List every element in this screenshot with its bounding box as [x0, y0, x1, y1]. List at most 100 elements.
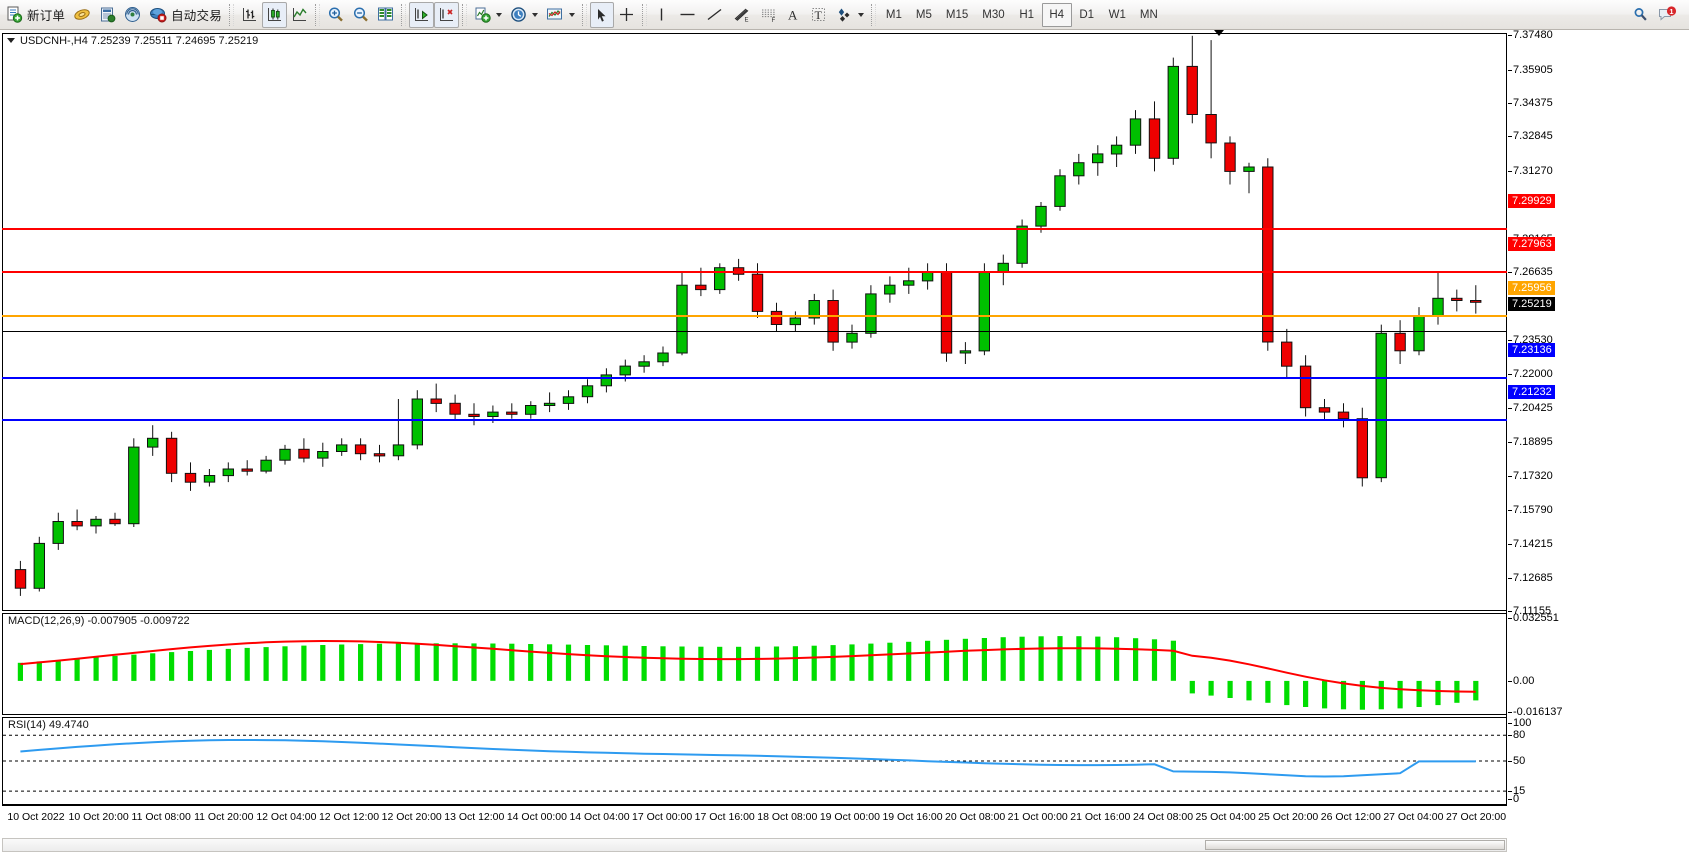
- price-tick: 7.11155: [1507, 605, 1552, 617]
- templates-button[interactable]: [542, 2, 579, 28]
- level-badge-support-2[interactable]: 7.21232: [1508, 384, 1555, 399]
- zoom-out-icon: [352, 6, 369, 23]
- equidistant-channel-button[interactable]: E: [728, 2, 755, 28]
- level-line-midline[interactable]: [2, 315, 1507, 318]
- arrows-button[interactable]: [831, 2, 868, 28]
- candlestick-chart-button[interactable]: [261, 1, 287, 28]
- zoom-in-button[interactable]: [323, 2, 348, 28]
- new-order-button[interactable]: 新订单: [2, 2, 69, 28]
- text-box-button[interactable]: T: [806, 2, 831, 28]
- notifications-button[interactable]: 1: [1653, 2, 1681, 28]
- price-tick: 7.31270: [1508, 164, 1553, 177]
- price-tick: 7.32845: [1508, 130, 1553, 143]
- auto-scroll-button[interactable]: [408, 1, 434, 28]
- templates-icon: [546, 6, 564, 23]
- new-order-icon: [6, 6, 23, 23]
- time-tick: 19 Oct 16:00: [882, 811, 943, 823]
- svg-text:A: A: [788, 8, 798, 23]
- toolbar-separator: [641, 3, 647, 26]
- price-tick: 7.15790: [1508, 503, 1553, 516]
- price-pane-collapse-icon[interactable]: [7, 38, 15, 43]
- level-badge-resistance-2[interactable]: 7.27963: [1508, 237, 1555, 252]
- candlestick-chart-icon: [266, 6, 283, 23]
- crosshair-button[interactable]: [614, 2, 639, 28]
- line-chart-button[interactable]: [287, 2, 312, 28]
- chart-shift-button[interactable]: [433, 1, 459, 28]
- chart-top-marker: [1214, 30, 1224, 36]
- terminal-button[interactable]: [95, 2, 120, 28]
- signals-icon: [124, 6, 141, 23]
- horizontal-line-button[interactable]: [674, 2, 701, 28]
- timeframe-w1[interactable]: W1: [1108, 8, 1126, 21]
- cursor-arrow-button[interactable]: [589, 1, 614, 28]
- tile-windows-button[interactable]: [373, 2, 398, 28]
- bar-chart-icon: [241, 6, 258, 23]
- expert-advisor-button[interactable]: [69, 2, 95, 28]
- timeframe-m30[interactable]: M30: [982, 8, 1005, 21]
- price-tick: 7.20425: [1508, 402, 1553, 415]
- chart-area[interactable]: USDCNH-,H4 7.25239 7.25511 7.24695 7.252…: [0, 29, 1689, 868]
- zoom-out-button[interactable]: [348, 2, 373, 28]
- level-badge-resistance-1[interactable]: 7.29929: [1508, 194, 1555, 209]
- scrollbar-thumb[interactable]: [1205, 840, 1505, 850]
- price-tick: 7.34375: [1508, 96, 1553, 109]
- chevron-down-icon[interactable]: [495, 12, 502, 17]
- indicators-icon: [474, 6, 491, 23]
- horizontal-scrollbar[interactable]: [2, 838, 1507, 852]
- level-badge-support-1[interactable]: 7.23136: [1508, 342, 1555, 357]
- chevron-down-icon[interactable]: [857, 12, 864, 17]
- macd-pane[interactable]: MACD(12,26,9) -0.007905 -0.009722: [2, 613, 1507, 715]
- chevron-down-icon[interactable]: [568, 12, 575, 17]
- vertical-line-button[interactable]: [650, 2, 674, 28]
- price-axis[interactable]: 7.374807.359057.343757.328457.312707.297…: [1507, 29, 1689, 617]
- price-tick: 7.26635: [1508, 266, 1553, 279]
- search-button[interactable]: [1628, 2, 1653, 28]
- trendline-button[interactable]: [701, 2, 728, 28]
- price-tick: 7.37480: [1508, 29, 1553, 41]
- time-tick: 12 Oct 12:00: [318, 811, 380, 823]
- autotrading-button[interactable]: 自动交易: [145, 2, 226, 28]
- indicators-button[interactable]: [470, 2, 506, 28]
- chevron-down-icon[interactable]: [531, 12, 538, 17]
- price-tick: 7.12685: [1508, 571, 1553, 584]
- time-tick: 18 Oct 08:00: [757, 811, 818, 823]
- level-line-resistance-1[interactable]: [2, 228, 1507, 231]
- timeframe-h1[interactable]: H1: [1019, 8, 1035, 21]
- period-button[interactable]: [506, 2, 542, 28]
- rsi-axis[interactable]: 100 80 50 15 0: [1507, 717, 1689, 805]
- level-line-resistance-2[interactable]: [2, 271, 1507, 274]
- timeframe-mn[interactable]: MN: [1139, 8, 1158, 21]
- signals-button[interactable]: [120, 2, 145, 28]
- time-tick: 20 Oct 08:00: [945, 811, 1006, 823]
- terminal-icon: [99, 6, 116, 23]
- timeframe-d1[interactable]: D1: [1079, 8, 1095, 21]
- time-tick: 21 Oct 16:00: [1070, 811, 1131, 823]
- timeframe-m5[interactable]: M5: [915, 8, 932, 21]
- time-tick: 19 Oct 00:00: [819, 811, 880, 823]
- level-line-support-2[interactable]: [2, 418, 1507, 421]
- timeframe-h4[interactable]: H4: [1041, 2, 1072, 27]
- rsi-pane[interactable]: RSI(14) 49.4740: [2, 717, 1507, 805]
- equidistant-channel-icon: E: [732, 6, 751, 23]
- price-pane[interactable]: USDCNH-,H4 7.25239 7.25511 7.24695 7.252…: [2, 33, 1507, 611]
- level-badge-last-price[interactable]: 7.25219: [1508, 297, 1555, 312]
- vertical-line-icon: [654, 6, 669, 23]
- time-axis[interactable]: 10 Oct 2022 10 Oct 20:00 11 Oct 08:00 11 Oc…: [2, 805, 1507, 827]
- arrows-icon: [835, 6, 853, 23]
- bar-chart-button[interactable]: [237, 2, 262, 28]
- time-tick: 25 Oct 20:00: [1258, 811, 1319, 823]
- macd-axis[interactable]: 0.032551 0.00 -0.016137: [1507, 612, 1689, 718]
- rsi-tick: 80: [1507, 729, 1526, 742]
- text-label-button[interactable]: A: [782, 2, 806, 28]
- time-tick: 24 Oct 08:00: [1132, 811, 1194, 823]
- cursor-arrow-icon: [594, 7, 609, 23]
- level-badge-midline[interactable]: 7.25956: [1508, 281, 1555, 296]
- timeframe-m15[interactable]: M15: [945, 8, 969, 21]
- fibonacci-retracement-button[interactable]: F: [755, 2, 782, 28]
- rsi-plot: [3, 734, 1506, 792]
- level-line-last-price[interactable]: [2, 331, 1507, 333]
- level-line-support-1[interactable]: [2, 376, 1507, 379]
- time-tick: 27 Oct 04:00: [1383, 811, 1444, 823]
- timeframe-m1[interactable]: M1: [885, 8, 902, 21]
- macd-tick: 0.00: [1507, 674, 1535, 687]
